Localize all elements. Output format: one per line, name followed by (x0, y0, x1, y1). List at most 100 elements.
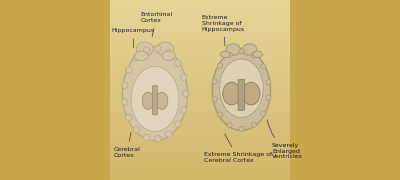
Bar (110, 63, 290, 65)
Ellipse shape (239, 126, 244, 131)
Bar (110, 99, 290, 101)
Bar (110, 61, 290, 63)
Ellipse shape (253, 51, 262, 58)
Ellipse shape (220, 51, 230, 58)
Bar (110, 142, 290, 144)
Bar (110, 20, 290, 22)
Ellipse shape (182, 90, 189, 97)
Bar (110, 113, 290, 115)
Ellipse shape (212, 96, 217, 101)
Text: Entorhinal
Cortex: Entorhinal Cortex (141, 12, 173, 37)
Bar (110, 167, 290, 169)
Ellipse shape (220, 59, 263, 117)
Bar (110, 22, 290, 23)
Bar (110, 153, 290, 155)
Ellipse shape (251, 122, 256, 127)
Ellipse shape (266, 95, 271, 100)
Bar (110, 144, 290, 146)
Bar (110, 104, 290, 106)
Bar (110, 68, 290, 70)
Ellipse shape (261, 111, 266, 116)
Ellipse shape (142, 92, 154, 109)
Ellipse shape (136, 42, 153, 56)
Bar (110, 108, 290, 110)
Bar (110, 47, 290, 49)
Bar (110, 85, 290, 86)
Ellipse shape (166, 131, 172, 137)
Bar (110, 128, 290, 130)
Bar (110, 155, 290, 157)
Bar (110, 65, 290, 67)
Text: Extreme Shrinkage of
Cerebral Cortex: Extreme Shrinkage of Cerebral Cortex (204, 134, 272, 163)
Bar (110, 122, 290, 124)
Bar (110, 41, 290, 43)
Bar (110, 34, 290, 36)
Bar (110, 175, 290, 176)
Bar (110, 103, 290, 104)
Bar (110, 23, 290, 25)
Bar (110, 5, 290, 7)
Bar (110, 126, 290, 128)
Bar (110, 158, 290, 160)
Bar (110, 135, 290, 137)
Bar (110, 112, 290, 113)
Bar (110, 81, 290, 83)
Ellipse shape (266, 80, 271, 85)
Ellipse shape (162, 51, 176, 60)
Bar (110, 171, 290, 173)
Bar (110, 9, 290, 11)
Bar (110, 94, 290, 95)
Ellipse shape (212, 79, 217, 84)
Ellipse shape (227, 123, 232, 128)
Bar (110, 36, 290, 38)
Bar (110, 45, 290, 47)
Ellipse shape (242, 44, 257, 55)
Ellipse shape (157, 42, 174, 56)
Bar (110, 164, 290, 166)
Ellipse shape (174, 60, 181, 66)
Ellipse shape (156, 92, 168, 109)
Bar (110, 7, 290, 9)
Bar (110, 0, 290, 2)
Ellipse shape (217, 63, 222, 68)
Bar (110, 95, 290, 97)
Ellipse shape (133, 54, 140, 61)
Text: Extreme
Shrinkage of
Hippocampus: Extreme Shrinkage of Hippocampus (202, 15, 245, 46)
Bar (110, 18, 290, 20)
Ellipse shape (239, 49, 244, 54)
Ellipse shape (251, 53, 256, 58)
Ellipse shape (182, 90, 189, 97)
Bar (110, 40, 290, 41)
Bar (110, 97, 290, 99)
Ellipse shape (223, 82, 240, 105)
Bar (110, 110, 290, 112)
Ellipse shape (154, 136, 161, 142)
Bar (110, 32, 290, 34)
Bar (110, 11, 290, 13)
Ellipse shape (212, 50, 270, 130)
Ellipse shape (180, 107, 187, 113)
FancyBboxPatch shape (238, 79, 245, 110)
Bar (110, 4, 290, 5)
Ellipse shape (122, 47, 188, 141)
Text: Hippocampus: Hippocampus (112, 28, 155, 48)
Ellipse shape (217, 112, 222, 117)
Bar (110, 2, 290, 4)
Ellipse shape (122, 82, 128, 89)
Bar (110, 92, 290, 94)
Bar (110, 157, 290, 158)
Bar (110, 115, 290, 117)
Bar (110, 54, 290, 56)
Text: Cerebral
Cortex: Cerebral Cortex (114, 132, 140, 158)
Bar (110, 176, 290, 178)
Bar (110, 31, 290, 32)
Text: Severely
Enlarged
Ventricles: Severely Enlarged Ventricles (267, 120, 303, 159)
Ellipse shape (134, 51, 148, 60)
Bar (110, 14, 290, 16)
Bar (110, 162, 290, 164)
Bar (110, 13, 290, 14)
Bar (110, 74, 290, 76)
Ellipse shape (226, 44, 240, 55)
Bar (110, 139, 290, 140)
Bar (110, 121, 290, 122)
